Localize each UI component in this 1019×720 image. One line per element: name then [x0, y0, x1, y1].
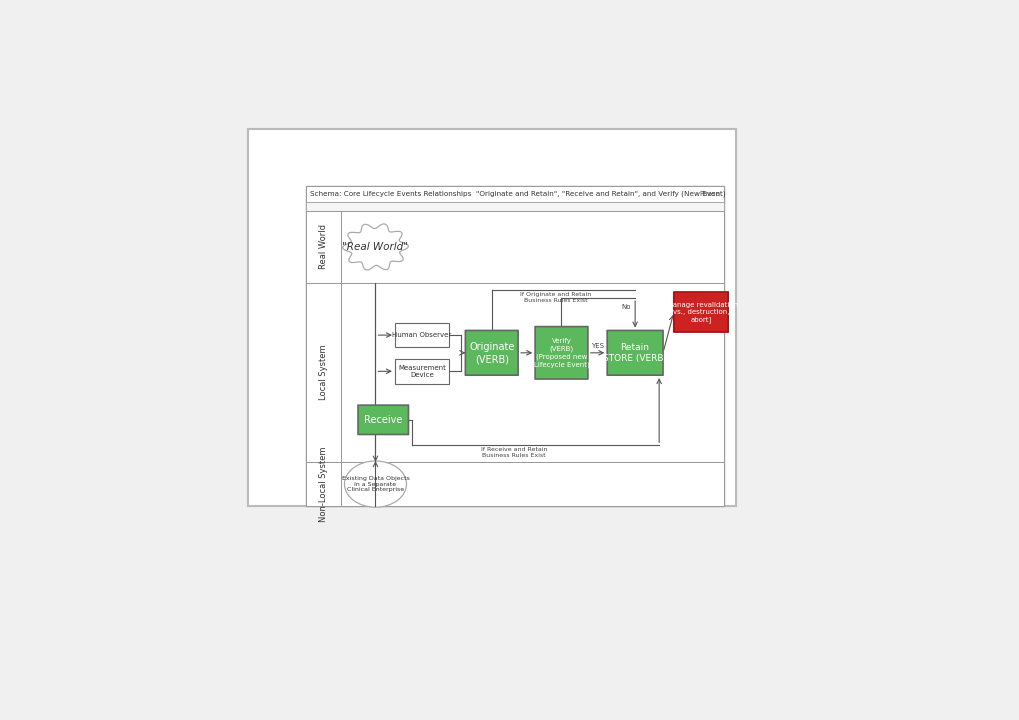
Text: No: No [622, 305, 631, 310]
FancyBboxPatch shape [674, 292, 728, 332]
Text: [Manage revalidation
vs., destruction,
abort]: [Manage revalidation vs., destruction, a… [663, 301, 738, 323]
FancyBboxPatch shape [465, 330, 518, 375]
Bar [306, 186, 723, 506]
Text: Real World: Real World [318, 225, 327, 269]
Bar [306, 462, 340, 506]
Ellipse shape [344, 461, 407, 507]
Text: If Receive and Retain
Business Rules Exist: If Receive and Retain Business Rules Exi… [480, 446, 547, 458]
Text: "Real World": "Real World" [342, 242, 408, 252]
Bar [394, 323, 448, 348]
Text: Measurement
Device: Measurement Device [397, 364, 445, 378]
Bar [306, 283, 340, 462]
Text: Verify
(VERB)
(Proposed new
Lifecycle Event): Verify (VERB) (Proposed new Lifecycle Ev… [533, 338, 589, 368]
Bar [394, 359, 448, 384]
Text: Local System: Local System [318, 345, 327, 400]
Bar [306, 211, 340, 283]
Text: Phase: Phase [699, 192, 719, 197]
Text: Human Observer: Human Observer [392, 332, 451, 338]
Text: Retain
STORE (VERB): Retain STORE (VERB) [602, 343, 666, 363]
Bar [306, 202, 723, 211]
Text: Originate
(VERB): Originate (VERB) [469, 341, 514, 364]
FancyBboxPatch shape [358, 405, 408, 434]
Bar [306, 283, 723, 462]
Polygon shape [342, 224, 408, 270]
Bar [306, 186, 723, 202]
Text: Existing Data Objects
in a Separate
Clinical Enterprise: Existing Data Objects in a Separate Clin… [341, 476, 409, 492]
FancyBboxPatch shape [535, 327, 587, 379]
FancyBboxPatch shape [248, 129, 735, 506]
Text: If Originate and Retain
Business Rules Exist: If Originate and Retain Business Rules E… [520, 292, 591, 303]
Bar [306, 211, 723, 283]
FancyBboxPatch shape [606, 330, 662, 375]
Bar [306, 462, 723, 506]
Text: YES: YES [590, 343, 603, 349]
Text: Non-Local System: Non-Local System [318, 446, 327, 522]
Text: Receive: Receive [364, 415, 403, 425]
Text: Schema: Core Lifecycle Events Relationships  "Originate and Retain", "Receive an: Schema: Core Lifecycle Events Relationsh… [310, 191, 725, 197]
